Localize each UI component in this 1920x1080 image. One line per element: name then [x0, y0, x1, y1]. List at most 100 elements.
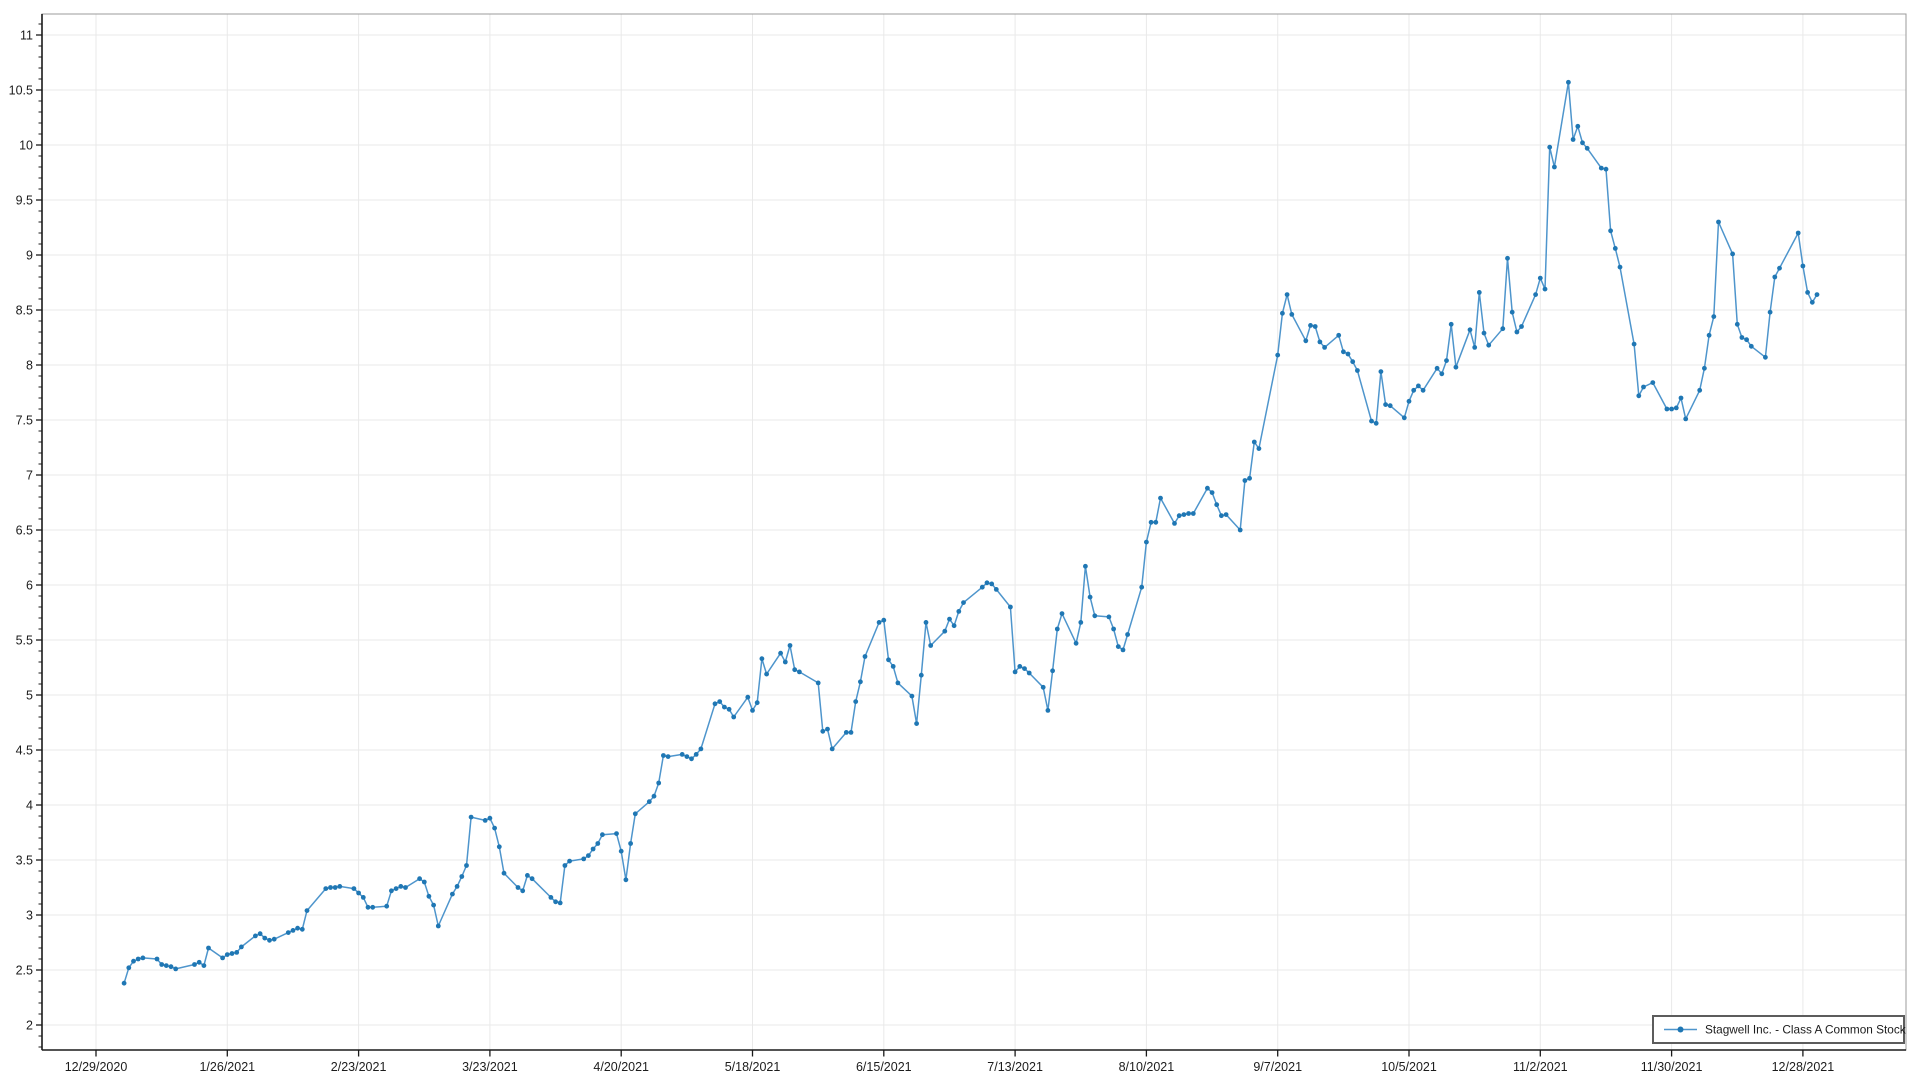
data-point-marker[interactable]	[1401, 415, 1407, 421]
data-point-marker[interactable]	[862, 654, 868, 659]
data-point-marker[interactable]	[1434, 365, 1440, 371]
data-point-marker[interactable]	[947, 616, 952, 622]
data-point-marker[interactable]	[304, 908, 310, 913]
data-point-marker[interactable]	[1054, 626, 1060, 632]
data-point-marker[interactable]	[1763, 354, 1768, 360]
data-point-marker[interactable]	[1190, 511, 1196, 516]
data-point-marker[interactable]	[731, 714, 737, 720]
data-point-marker[interactable]	[1345, 351, 1351, 357]
data-point-marker[interactable]	[1341, 349, 1346, 355]
data-point-marker[interactable]	[1219, 513, 1224, 519]
data-point-marker[interactable]	[529, 876, 535, 882]
data-point-marker[interactable]	[909, 693, 915, 699]
data-point-marker[interactable]	[1186, 511, 1191, 516]
data-point-marker[interactable]	[1542, 286, 1548, 292]
data-point-marker[interactable]	[1383, 402, 1388, 407]
data-point-marker[interactable]	[121, 980, 127, 986]
data-point-marker[interactable]	[628, 841, 633, 846]
data-point-marker[interactable]	[1805, 290, 1810, 295]
data-point-marker[interactable]	[1012, 669, 1018, 675]
data-point-marker[interactable]	[398, 884, 404, 889]
data-point-marker[interactable]	[1073, 640, 1079, 646]
data-point-marker[interactable]	[131, 958, 136, 964]
data-point-marker[interactable]	[1730, 251, 1735, 257]
data-point-marker[interactable]	[389, 888, 394, 894]
data-point-marker[interactable]	[1547, 144, 1553, 150]
data-point-marker[interactable]	[126, 965, 132, 971]
data-point-marker[interactable]	[712, 701, 718, 707]
data-point-marker[interactable]	[239, 944, 244, 950]
data-point-marker[interactable]	[1106, 614, 1112, 620]
data-point-marker[interactable]	[337, 884, 343, 889]
data-point-marker[interactable]	[206, 945, 211, 951]
data-point-marker[interactable]	[1045, 708, 1051, 713]
data-point-marker[interactable]	[1176, 513, 1182, 519]
data-point-marker[interactable]	[858, 679, 863, 685]
data-point-marker[interactable]	[722, 704, 727, 710]
data-point-marker[interactable]	[1040, 684, 1046, 690]
data-point-marker[interactable]	[1209, 490, 1215, 495]
data-point-marker[interactable]	[1008, 604, 1013, 610]
data-point-marker[interactable]	[829, 746, 835, 752]
data-point-marker[interactable]	[1214, 502, 1220, 508]
data-point-marker[interactable]	[754, 700, 760, 706]
data-point-marker[interactable]	[1552, 164, 1557, 170]
data-point-marker[interactable]	[1120, 647, 1126, 653]
data-point-marker[interactable]	[918, 672, 924, 678]
data-point-marker[interactable]	[1580, 140, 1585, 146]
data-point-marker[interactable]	[1486, 342, 1492, 348]
data-point-marker[interactable]	[1275, 352, 1281, 358]
data-point-marker[interactable]	[590, 846, 596, 852]
data-point-marker[interactable]	[1181, 512, 1187, 517]
data-point-marker[interactable]	[192, 962, 197, 967]
data-point-marker[interactable]	[562, 863, 568, 868]
data-point-marker[interactable]	[679, 752, 685, 757]
data-point-marker[interactable]	[693, 752, 699, 757]
data-point-marker[interactable]	[586, 853, 591, 858]
data-point-marker[interactable]	[435, 923, 441, 929]
data-point-marker[interactable]	[1387, 403, 1393, 409]
data-point-marker[interactable]	[759, 656, 765, 662]
data-point-marker[interactable]	[1078, 620, 1084, 625]
data-point-marker[interactable]	[1092, 613, 1098, 619]
data-point-marker[interactable]	[487, 815, 493, 821]
data-point-marker[interactable]	[365, 904, 371, 910]
data-point-marker[interactable]	[220, 955, 226, 961]
data-point-marker[interactable]	[1777, 265, 1782, 271]
data-point-marker[interactable]	[1083, 563, 1088, 569]
data-point-marker[interactable]	[1312, 324, 1318, 329]
data-point-marker[interactable]	[295, 925, 300, 931]
data-point-marker[interactable]	[201, 963, 207, 968]
data-point-marker[interactable]	[778, 650, 783, 656]
data-point-marker[interactable]	[1748, 343, 1754, 349]
data-point-marker[interactable]	[815, 680, 821, 686]
data-point-marker[interactable]	[1500, 326, 1506, 332]
data-point-marker[interactable]	[450, 891, 455, 897]
data-point-marker[interactable]	[984, 580, 990, 586]
data-point-marker[interactable]	[299, 926, 305, 932]
data-point-marker[interactable]	[1669, 406, 1674, 412]
price-series[interactable]	[121, 79, 1820, 986]
data-point-marker[interactable]	[848, 730, 854, 735]
data-point-marker[interactable]	[332, 885, 338, 890]
data-point-marker[interactable]	[1664, 406, 1670, 412]
data-point-marker[interactable]	[1280, 310, 1285, 316]
data-point-marker[interactable]	[196, 959, 202, 965]
data-point-marker[interactable]	[1026, 670, 1032, 676]
data-point-marker[interactable]	[895, 680, 901, 686]
data-point-marker[interactable]	[1406, 398, 1412, 404]
data-point-marker[interactable]	[665, 754, 671, 759]
data-point-marker[interactable]	[1453, 364, 1459, 370]
data-point-marker[interactable]	[1237, 527, 1243, 533]
data-point-marker[interactable]	[1373, 420, 1379, 426]
data-point-marker[interactable]	[1519, 324, 1524, 329]
data-point-marker[interactable]	[1439, 371, 1445, 377]
data-point-marker[interactable]	[1739, 335, 1745, 340]
data-point-marker[interactable]	[1336, 332, 1342, 338]
data-point-marker[interactable]	[1608, 228, 1613, 234]
data-point-marker[interactable]	[698, 746, 704, 752]
data-point-marker[interactable]	[262, 935, 268, 941]
data-point-marker[interactable]	[154, 956, 160, 962]
data-point-marker[interactable]	[1350, 359, 1356, 365]
